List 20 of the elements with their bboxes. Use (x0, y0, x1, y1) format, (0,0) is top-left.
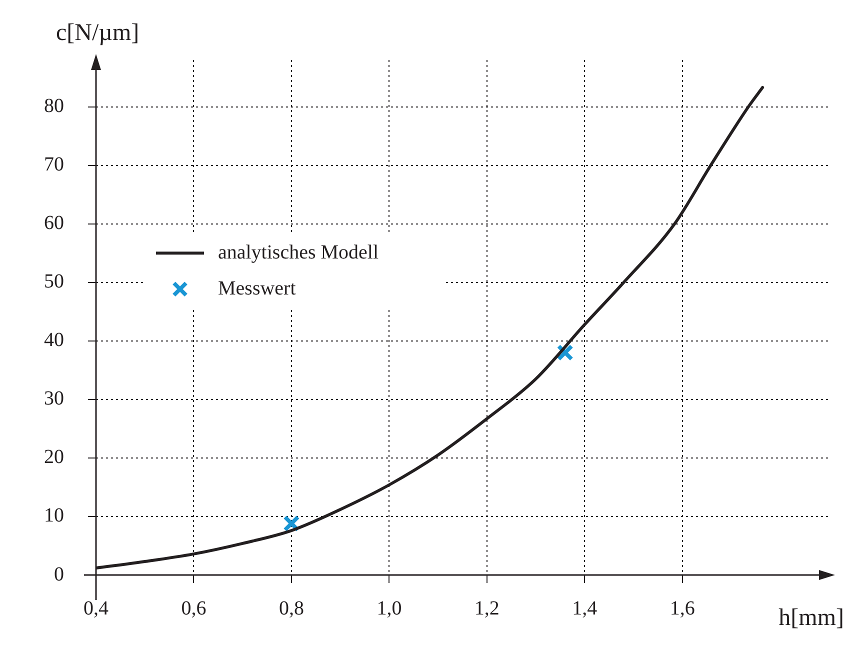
y-tick-label: 40 (44, 329, 64, 352)
x-tick-label: 0,6 (181, 597, 206, 620)
x-tick-label: 0,8 (278, 597, 304, 620)
x-tick-label: 0,4 (84, 597, 108, 620)
legend-label: analytisches Modell (218, 241, 379, 264)
y-tick-label: 10 (44, 504, 64, 527)
legend-label: Messwert (218, 277, 296, 300)
x-tick-label: 1,4 (572, 597, 598, 620)
y-tick-label: 70 (44, 154, 64, 176)
x-tick-label: 1,0 (376, 597, 402, 620)
x-tick-label: 1,6 (670, 597, 695, 620)
y-tick-label: 20 (44, 446, 64, 468)
y-tick-label: 0 (54, 563, 64, 586)
y-tick-label: 30 (44, 388, 64, 410)
y-tick-label: 50 (44, 270, 64, 293)
x-tick-label: 1,2 (474, 597, 500, 620)
y-tick-label: 80 (44, 95, 64, 118)
y-axis-title: c[N/µm] (56, 20, 140, 46)
y-tick-label: 60 (44, 212, 64, 234)
x-axis-title: h[mm] (778, 605, 844, 631)
